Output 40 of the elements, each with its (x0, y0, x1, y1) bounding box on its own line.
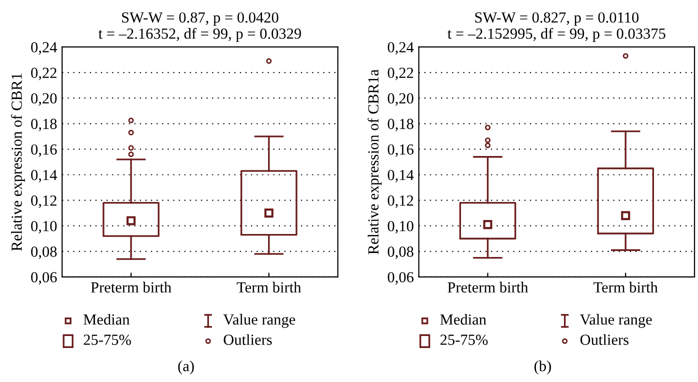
y-axis-title: Relative expression of CBR1 (10, 74, 25, 251)
y-tick-label: 0,18 (31, 118, 57, 132)
text: Value range (223, 314, 296, 328)
chart-title: SW-W = 0.87, p = 0.0420 (122, 12, 278, 26)
text: Outliers (580, 334, 628, 345)
y-axis-title: Relative expression of CBR1a (368, 69, 382, 254)
y-tick-label: 0,22 (31, 68, 56, 80)
y-tick-label: 0,12 (31, 195, 56, 208)
y-tick-label: 0,10 (31, 220, 57, 234)
y-tick-label: 0,14 (388, 170, 414, 182)
x-tick-label: Preterm birth (90, 282, 172, 293)
y-tick-label: 0,16 (31, 144, 57, 157)
y-tick-label: 0,12 (388, 195, 414, 208)
y-tick-label: 0,16 (388, 144, 414, 157)
x-tick-label: Term birth (594, 282, 658, 293)
y-tick-label: 0,06 (31, 272, 57, 285)
y-tick-label: 0,24 (388, 42, 414, 55)
text: 25-75% (84, 334, 131, 345)
y-tick-label: 0,22 (388, 68, 414, 80)
x-tick-label: Preterm birth (448, 282, 528, 293)
text: Median (440, 314, 486, 325)
chart-subtitle: t = –2.16352, df = 99, p = 0.0329 (98, 28, 301, 42)
text: Median (84, 314, 130, 325)
chart-subtitle: t = –2.152995, df = 99, p = 0.03375 (448, 28, 666, 42)
y-tick-label: 0,24 (31, 42, 58, 55)
x-tick-label: Term birth (236, 282, 302, 293)
y-tick-label: 0,14 (31, 170, 58, 182)
y-tick-label: 0,08 (388, 246, 414, 260)
y-tick-label: 0,20 (31, 93, 57, 106)
text: (b) (534, 360, 551, 374)
y-tick-label: 0,08 (31, 246, 57, 260)
text: Outliers (224, 334, 272, 345)
text: (a) (178, 360, 194, 374)
text: Value range (580, 314, 652, 328)
y-tick-label: 0,20 (388, 93, 414, 106)
y-tick-label: 0,10 (388, 220, 414, 234)
text: 25-75% (440, 334, 488, 345)
y-tick-label: 0,06 (388, 272, 414, 285)
y-tick-label: 0,18 (388, 118, 414, 132)
chart-title: SW-W = 0.827, p = 0.0110 (475, 12, 639, 26)
